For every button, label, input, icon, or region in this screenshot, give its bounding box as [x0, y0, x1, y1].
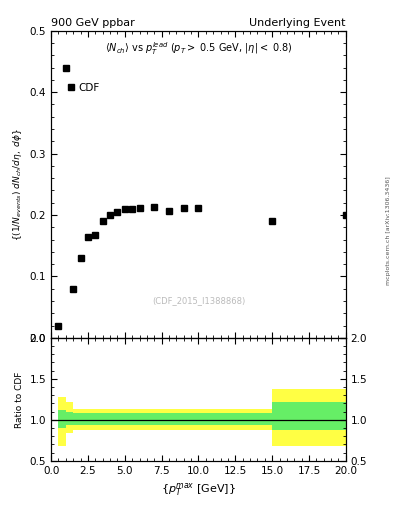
Text: $\langle N_{ch}\rangle$ vs $p_T^{lead}$ ($p_T >$ 0.5 GeV, $|\eta| <$ 0.8): $\langle N_{ch}\rangle$ vs $p_T^{lead}$ … — [105, 40, 292, 57]
Text: mcplots.cern.ch [arXiv:1306.3436]: mcplots.cern.ch [arXiv:1306.3436] — [386, 176, 391, 285]
Legend: CDF: CDF — [62, 79, 104, 97]
Text: (CDF_2015_I1388868): (CDF_2015_I1388868) — [152, 296, 245, 306]
Text: Underlying Event: Underlying Event — [249, 18, 346, 28]
Text: 900 GeV ppbar: 900 GeV ppbar — [51, 18, 135, 28]
Y-axis label: $\{(1/N_{events})\ dN_{ch}/d\eta,\ d\phi\}$: $\{(1/N_{events})\ dN_{ch}/d\eta,\ d\phi… — [11, 128, 24, 241]
Y-axis label: Ratio to CDF: Ratio to CDF — [15, 371, 24, 428]
X-axis label: $\{p_T^{max}$ [GeV]$\}$: $\{p_T^{max}$ [GeV]$\}$ — [161, 481, 236, 498]
